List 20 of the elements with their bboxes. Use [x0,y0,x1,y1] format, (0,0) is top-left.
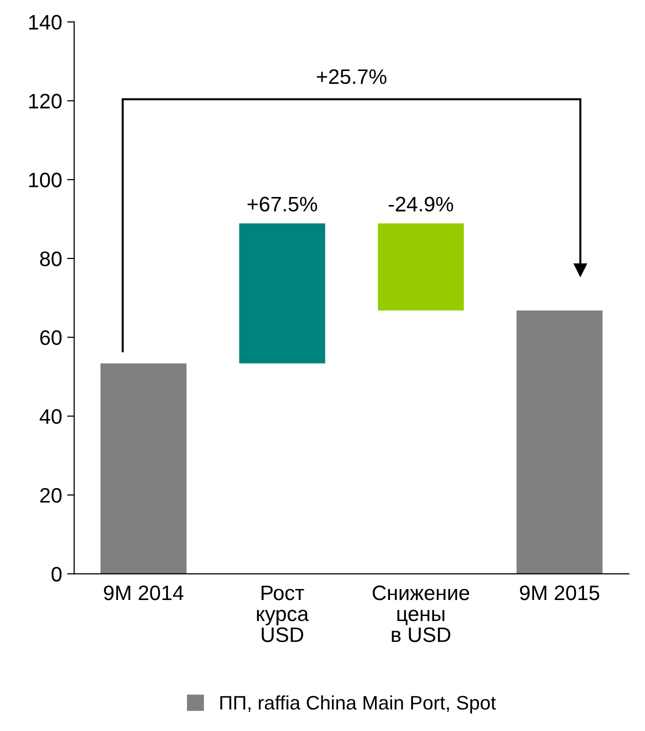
y-tick-label: 80 [40,251,62,266]
y-tick-label: 100 [29,172,62,188]
y-tick-label: 140 [29,14,62,30]
y-tick-label: 0 [52,566,62,582]
y-tick-label: 60 [40,330,62,346]
bar [100,363,186,574]
annotation: +25.7% [316,69,386,84]
x-tick-label: 9M 2014 [104,585,184,600]
x-tick-label: 9M 2015 [520,585,600,600]
y-tick-label: 20 [40,488,62,503]
legend-label: ПП, raffia China Main Port, Spot [220,695,496,714]
x-tick-label: Снижение цены в USD [372,585,470,642]
annotation: -24.9% [388,196,454,212]
x-tick-label: Рост курса USD [257,586,309,642]
bar [516,310,603,574]
annotation: +67.5% [248,196,318,212]
y-tick-label: 40 [40,409,62,424]
bar [239,223,326,364]
y-tick-label: 120 [29,94,62,109]
bar [378,223,464,310]
